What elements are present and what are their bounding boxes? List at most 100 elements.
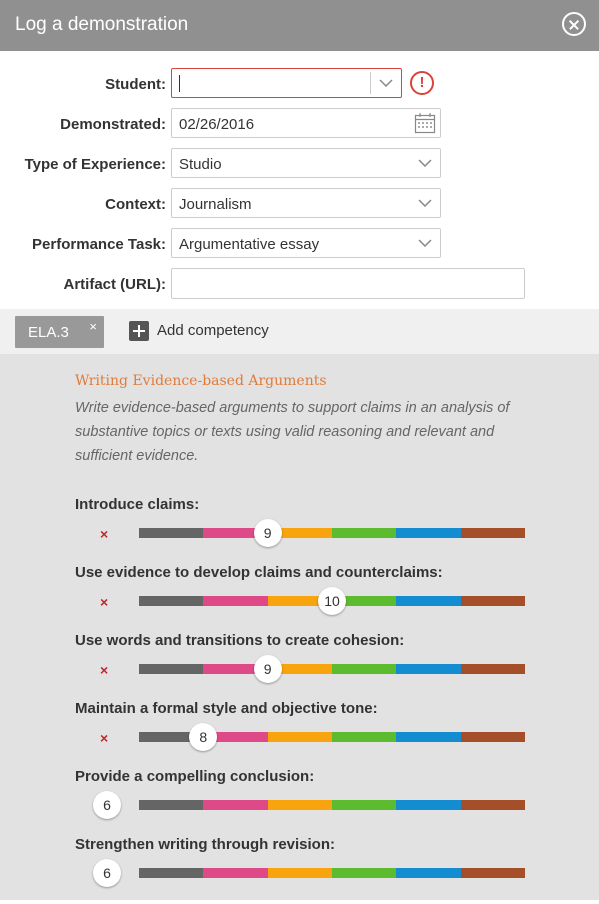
skill-label: Use evidence to develop claims and count… xyxy=(75,564,443,581)
rating-level-segment[interactable] xyxy=(139,596,204,606)
rating-level-segment[interactable] xyxy=(396,528,462,538)
plus-icon xyxy=(129,321,149,341)
rating-level-segment[interactable] xyxy=(460,664,526,674)
context-label: Context: xyxy=(105,196,166,213)
rating-level-segment[interactable] xyxy=(460,528,526,538)
rating-scale[interactable] xyxy=(139,868,526,878)
context-select[interactable]: Journalism xyxy=(171,188,441,218)
skill-row: Strengthen writing through revision: 6 xyxy=(0,836,599,904)
rating-level-segment[interactable] xyxy=(396,732,462,742)
rating-level-segment[interactable] xyxy=(396,800,462,810)
remove-competency-icon[interactable]: × xyxy=(89,319,97,334)
error-icon: ! xyxy=(410,71,434,95)
rating-scale[interactable]: 9 xyxy=(139,519,526,547)
chevron-down-icon[interactable] xyxy=(418,159,432,167)
rating-level-segment[interactable] xyxy=(267,528,333,538)
rating-handle[interactable]: 9 xyxy=(253,655,282,683)
dialog-titlebar: Log a demonstration xyxy=(0,0,599,51)
competency-panel: Writing Evidence-based Arguments Write e… xyxy=(0,354,599,900)
rating-level-segment[interactable] xyxy=(460,868,526,878)
rating-level-segment[interactable] xyxy=(332,596,397,606)
artifact-label: Artifact (URL): xyxy=(63,276,167,293)
skill-row: Use evidence to develop claims and count… xyxy=(0,564,599,632)
rating-handle[interactable]: 9 xyxy=(253,519,282,547)
context-row: Context: Journalism xyxy=(0,188,599,220)
clear-rating-icon[interactable]: × xyxy=(100,594,109,610)
rating-level-segment[interactable] xyxy=(267,800,333,810)
clear-rating-icon[interactable]: × xyxy=(100,730,109,746)
experience-label: Type of Experience: xyxy=(24,156,166,173)
rating-handle[interactable]: 6 xyxy=(93,791,121,819)
rating-level-segment[interactable] xyxy=(332,800,397,810)
rating-level-segment[interactable] xyxy=(203,732,269,742)
student-select[interactable] xyxy=(171,68,402,98)
task-row: Performance Task: Argumentative essay xyxy=(0,228,599,260)
skill-label: Strengthen writing through revision: xyxy=(75,836,335,853)
rating-level-segment[interactable] xyxy=(203,664,269,674)
rating-level-segment[interactable] xyxy=(332,732,397,742)
rating-handle[interactable]: 6 xyxy=(93,859,121,887)
competency-tab-ela3[interactable]: ELA.3 × xyxy=(15,316,104,348)
competency-description: Write evidence-based arguments to suppor… xyxy=(75,400,510,464)
skill-row: Introduce claims: 9 × xyxy=(0,496,599,564)
rating-level-segment[interactable] xyxy=(203,800,269,810)
artifact-url-input[interactable] xyxy=(171,268,525,299)
clear-rating-icon[interactable]: × xyxy=(100,662,109,678)
rating-level-segment[interactable] xyxy=(267,868,333,878)
chevron-down-icon[interactable] xyxy=(418,239,432,247)
experience-value: Studio xyxy=(179,156,222,173)
rating-level-segment[interactable] xyxy=(139,664,204,674)
calendar-icon[interactable] xyxy=(414,112,436,134)
rating-level-segment[interactable] xyxy=(139,800,204,810)
chevron-down-icon[interactable] xyxy=(379,79,393,87)
rating-handle[interactable]: 8 xyxy=(189,723,218,751)
rating-level-segment[interactable] xyxy=(460,596,526,606)
skill-row: Maintain a formal style and objective to… xyxy=(0,700,599,768)
student-row: Student: ! xyxy=(0,68,599,100)
artifact-row: Artifact (URL): xyxy=(0,268,599,300)
task-select[interactable]: Argumentative essay xyxy=(171,228,441,258)
competency-tag-label: ELA.3 xyxy=(28,324,69,341)
dialog-title: Log a demonstration xyxy=(15,14,189,35)
rating-level-segment[interactable] xyxy=(267,732,333,742)
rating-level-segment[interactable] xyxy=(396,596,462,606)
demonstrated-date-field[interactable]: 02/26/2016 xyxy=(171,108,441,138)
rating-level-segment[interactable] xyxy=(267,596,333,606)
task-value: Argumentative essay xyxy=(179,236,320,253)
rating-level-segment[interactable] xyxy=(139,868,204,878)
rating-handle[interactable]: 10 xyxy=(318,587,346,615)
skill-label: Maintain a formal style and objective to… xyxy=(75,700,378,717)
text-cursor xyxy=(179,75,180,92)
rating-level-segment[interactable] xyxy=(332,868,397,878)
experience-select[interactable]: Studio xyxy=(171,148,441,178)
rating-level-segment[interactable] xyxy=(332,528,397,538)
close-icon[interactable] xyxy=(562,12,586,36)
rating-level-segment[interactable] xyxy=(203,868,269,878)
rating-level-segment[interactable] xyxy=(396,664,462,674)
demonstrated-label: Demonstrated: xyxy=(60,116,166,133)
experience-row: Type of Experience: Studio xyxy=(0,148,599,180)
competency-title: Writing Evidence-based Arguments xyxy=(75,373,327,389)
rating-level-segment[interactable] xyxy=(267,664,333,674)
rating-level-segment[interactable] xyxy=(203,528,269,538)
skill-row: Provide a compelling conclusion: 6 xyxy=(0,768,599,836)
rating-scale[interactable]: 9 xyxy=(139,655,526,683)
chevron-down-icon[interactable] xyxy=(418,199,432,207)
add-competency-label: Add competency xyxy=(157,322,269,339)
skill-label: Provide a compelling conclusion: xyxy=(75,768,315,785)
rating-level-segment[interactable] xyxy=(203,596,269,606)
rating-level-segment[interactable] xyxy=(396,868,462,878)
student-label: Student: xyxy=(105,76,166,93)
rating-scale[interactable]: 8 xyxy=(139,723,526,751)
demonstrated-row: Demonstrated: 02/26/2016 xyxy=(0,108,599,140)
rating-level-segment[interactable] xyxy=(460,800,526,810)
clear-rating-icon[interactable]: × xyxy=(100,526,109,542)
rating-level-segment[interactable] xyxy=(332,664,397,674)
rating-scale[interactable] xyxy=(139,800,526,810)
rating-level-segment[interactable] xyxy=(460,732,526,742)
rating-level-segment[interactable] xyxy=(139,732,204,742)
rating-level-segment[interactable] xyxy=(139,528,204,538)
rating-scale[interactable]: 10 xyxy=(139,587,526,615)
select-divider xyxy=(370,72,371,94)
